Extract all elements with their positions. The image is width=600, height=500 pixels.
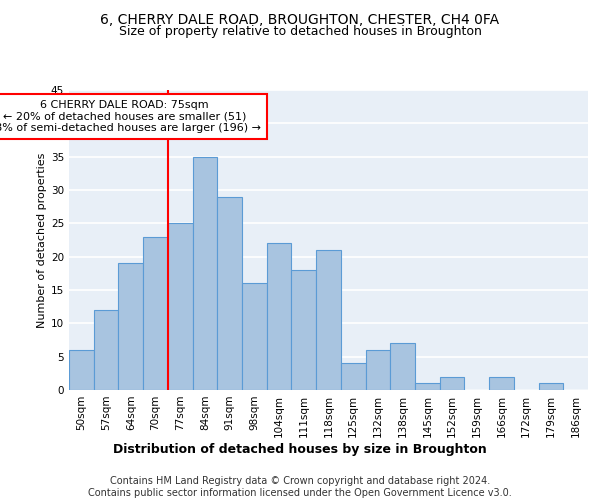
Bar: [440, 376, 464, 390]
Bar: [118, 264, 143, 390]
Bar: [168, 224, 193, 390]
Y-axis label: Number of detached properties: Number of detached properties: [37, 152, 47, 328]
Bar: [489, 376, 514, 390]
Bar: [217, 196, 242, 390]
Bar: [365, 350, 390, 390]
Bar: [69, 350, 94, 390]
Text: 6, CHERRY DALE ROAD, BROUGHTON, CHESTER, CH4 0FA: 6, CHERRY DALE ROAD, BROUGHTON, CHESTER,…: [100, 12, 500, 26]
Bar: [242, 284, 267, 390]
Bar: [143, 236, 168, 390]
Bar: [539, 384, 563, 390]
Bar: [292, 270, 316, 390]
Bar: [341, 364, 365, 390]
Bar: [415, 384, 440, 390]
Bar: [390, 344, 415, 390]
Text: Distribution of detached houses by size in Broughton: Distribution of detached houses by size …: [113, 442, 487, 456]
Bar: [267, 244, 292, 390]
Bar: [94, 310, 118, 390]
Text: 6 CHERRY DALE ROAD: 75sqm
← 20% of detached houses are smaller (51)
78% of semi-: 6 CHERRY DALE ROAD: 75sqm ← 20% of detac…: [0, 100, 261, 133]
Bar: [316, 250, 341, 390]
Text: Contains HM Land Registry data © Crown copyright and database right 2024.
Contai: Contains HM Land Registry data © Crown c…: [88, 476, 512, 498]
Text: Size of property relative to detached houses in Broughton: Size of property relative to detached ho…: [119, 25, 481, 38]
Bar: [193, 156, 217, 390]
